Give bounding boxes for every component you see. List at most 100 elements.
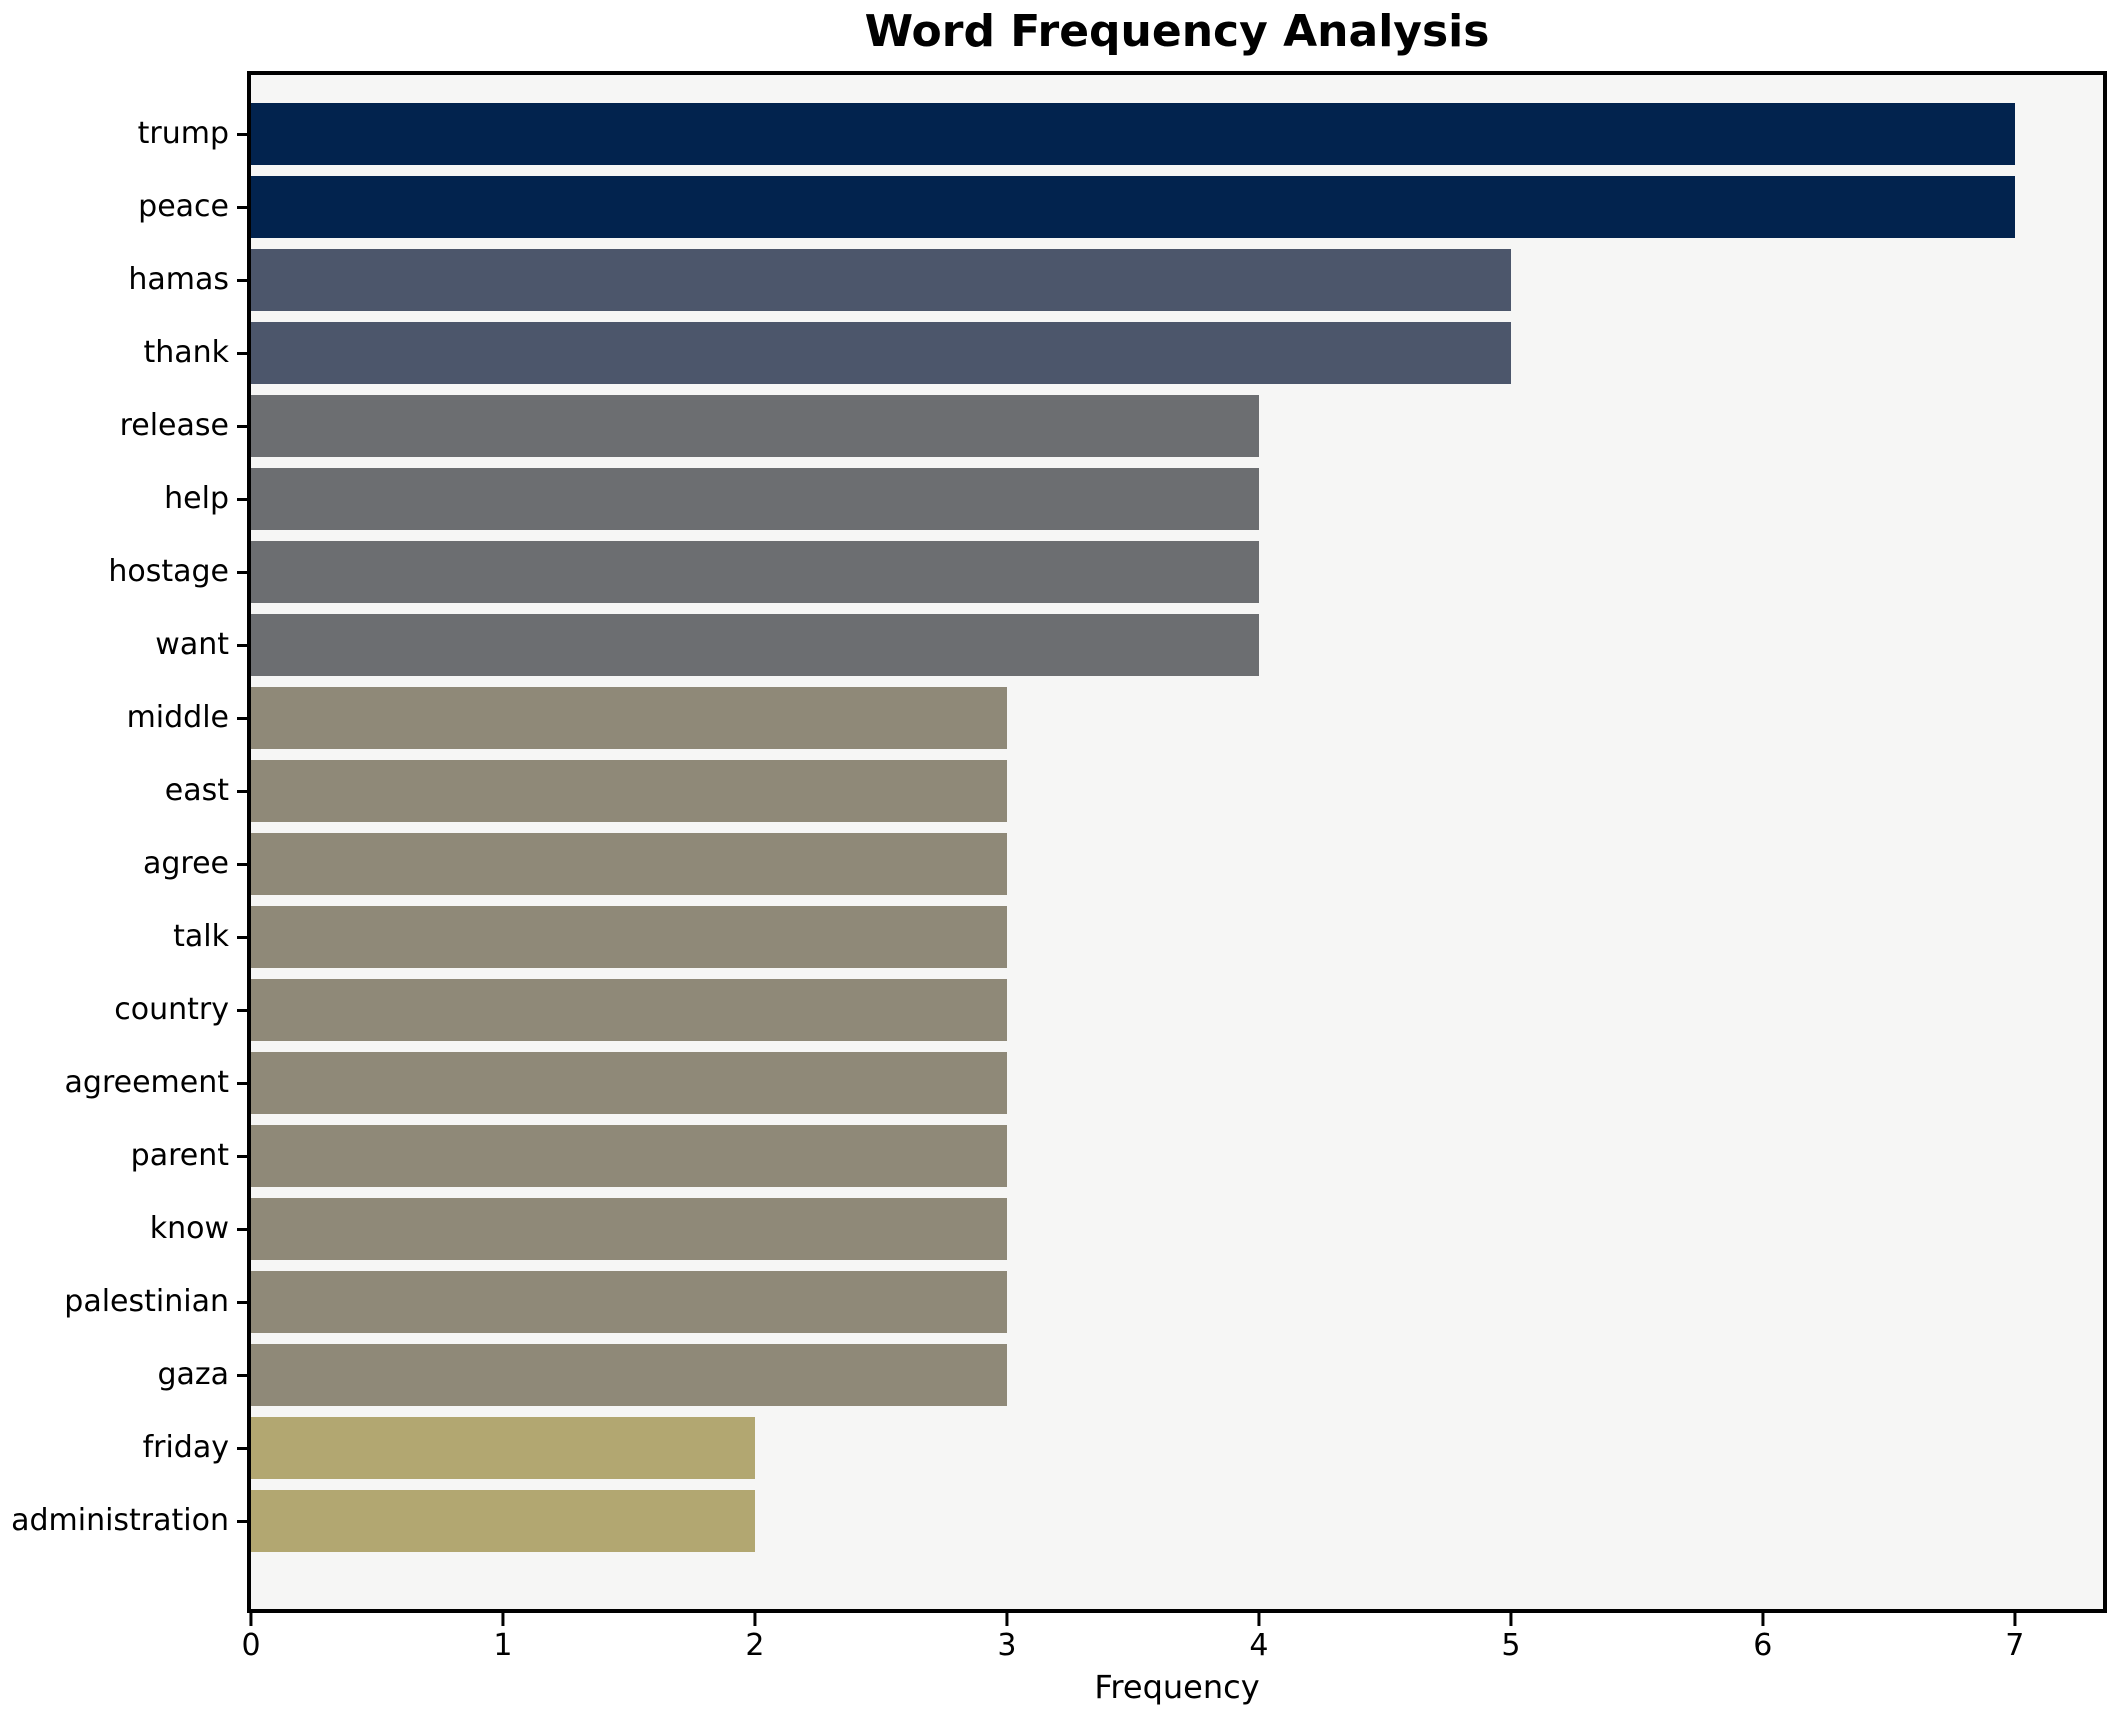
y-tick-cell: thank [0,322,251,384]
bar [251,833,1007,895]
y-tick-cell: gaza [0,1344,251,1406]
bar-row: want [0,614,2103,676]
y-tick-cell: agreement [0,1052,251,1114]
bar-row: agreement [0,1052,2103,1114]
y-tick-cell: hostage [0,541,251,603]
y-tick-cell: want [0,614,251,676]
bar-track [251,176,2103,238]
y-tick-mark [237,424,247,428]
x-tick-label: 4 [1249,1628,1269,1663]
bar-row: country [0,979,2103,1041]
bar-row: hostage [0,541,2103,603]
y-tick-label: east [164,773,229,808]
x-tick-label: 6 [1753,1628,1773,1663]
bar-track [251,979,2103,1041]
bar [251,760,1007,822]
y-tick-mark [237,643,247,647]
y-tick-label: middle [126,700,229,735]
y-tick-mark [237,1373,247,1377]
bar-row: palestinian [0,1271,2103,1333]
x-tick-label: 3 [997,1628,1017,1663]
y-tick-cell: parent [0,1125,251,1187]
x-tick-mark [1257,1613,1261,1626]
y-tick-label: help [164,481,229,516]
bar [251,1344,1007,1406]
y-tick-mark [237,497,247,501]
bar-row: know [0,1198,2103,1260]
y-tick-label: talk [173,919,229,954]
y-tick-cell: trump [0,103,251,165]
y-tick-mark [237,278,247,282]
y-tick-label: peace [138,189,229,224]
bar-track [251,1125,2103,1187]
bar-track [251,1198,2103,1260]
y-tick-mark [237,1227,247,1231]
bar-row: administration [0,1490,2103,1552]
bar [251,1417,755,1479]
x-tick-mark [501,1613,505,1626]
y-tick-label: agree [142,846,229,881]
bar-track [251,1490,2103,1552]
y-tick-mark [237,570,247,574]
bar [251,979,1007,1041]
x-tick: 1 [493,1613,513,1663]
bar-row: middle [0,687,2103,749]
bar-track [251,1271,2103,1333]
bar [251,1271,1007,1333]
y-tick-cell: palestinian [0,1271,251,1333]
x-tick: 6 [1753,1613,1772,1661]
bar-track [251,833,2103,895]
y-tick-cell: help [0,468,251,530]
bar-track [251,687,2103,749]
x-tick: 0 [241,1613,261,1663]
bar-row: friday [0,1417,2103,1479]
y-tick-mark [237,205,247,209]
y-tick-cell: release [0,395,251,457]
bar-row: agree [0,833,2103,895]
bar-row: east [0,760,2103,822]
bar-track [251,322,2103,384]
y-tick-label: administration [11,1503,229,1538]
y-tick-mark [237,1300,247,1304]
bar [251,1052,1007,1114]
bar-track [251,1052,2103,1114]
y-tick-cell: agree [0,833,251,895]
bar-row: help [0,468,2103,530]
y-tick-label: country [114,992,229,1027]
x-axis-label: Frequency [1094,1668,1260,1706]
bar [251,176,2015,238]
x-tick: 5 [1501,1613,1520,1661]
x-tick: 7 [2005,1613,2024,1661]
bar-track [251,395,2103,457]
bar-row: trump [0,103,2103,165]
y-tick-mark [237,716,247,720]
bar-track [251,614,2103,676]
bar [251,395,1259,457]
x-tick-label: 7 [2005,1628,2025,1663]
y-tick-mark [237,351,247,355]
x-tick: 4 [1249,1613,1268,1661]
bar [251,468,1259,530]
bar-track [251,468,2103,530]
bar-row: thank [0,322,2103,384]
y-tick-mark [237,935,247,939]
bar-track [251,1417,2103,1479]
y-tick-mark [237,789,247,793]
y-tick-label: hamas [128,262,229,297]
y-tick-cell: talk [0,906,251,968]
bar [251,1125,1007,1187]
y-tick-cell: friday [0,1417,251,1479]
y-tick-label: trump [137,116,229,151]
x-tick: 2 [745,1613,764,1661]
y-tick-label: friday [142,1430,229,1465]
x-tick-label: 0 [241,1628,261,1663]
x-tick-label: 1 [493,1628,513,1663]
y-tick-cell: hamas [0,249,251,311]
y-tick-label: parent [130,1138,229,1173]
x-tick-mark [2013,1613,2017,1626]
y-tick-label: want [155,627,229,662]
bar-track [251,760,2103,822]
bar-track [251,541,2103,603]
x-tick-mark [1761,1613,1765,1626]
